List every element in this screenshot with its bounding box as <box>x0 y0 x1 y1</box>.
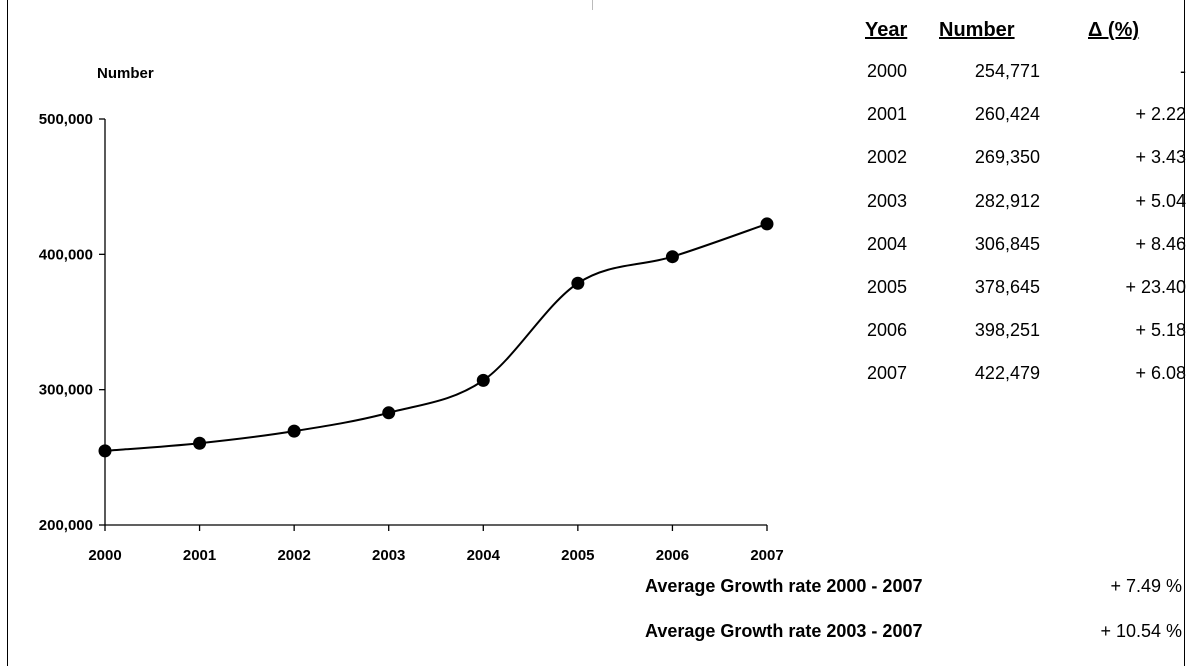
data-point <box>193 436 207 450</box>
table-cell-year: 2002 <box>867 147 908 168</box>
table-cell-delta: + 23.40 <box>1125 277 1186 297</box>
table-cell-delta: + 5.04 <box>1135 190 1186 211</box>
data-point <box>665 250 679 264</box>
frame-right-border <box>1184 0 1185 666</box>
avg-growth-value-1: + 7.49 % <box>1110 576 1182 596</box>
table-cell-delta: + 2.22 <box>1135 104 1186 125</box>
data-point <box>98 444 112 458</box>
data-point <box>382 406 396 420</box>
x-tick-label: 2003 <box>372 547 405 564</box>
data-point <box>571 276 585 290</box>
table-cell-year: 2003 <box>867 190 908 211</box>
header-number: Number <box>939 19 1015 41</box>
table-cell-year: 2006 <box>867 320 908 341</box>
table-cell-year: 2000 <box>867 61 908 81</box>
x-tick-label: 2000 <box>88 547 121 564</box>
frame-left-border <box>7 0 8 666</box>
table-cell-number: 260,424 <box>974 104 1040 125</box>
table-cell-number: 398,251 <box>974 320 1040 341</box>
table-cell-year: 2004 <box>867 233 908 254</box>
table-cell-number: 269,350 <box>974 147 1040 168</box>
header-year: Year <box>865 19 908 41</box>
table-cell-year: 2001 <box>867 104 908 125</box>
table-cell-delta: + 3.43 <box>1135 147 1186 168</box>
y-tick-label: 200,000 <box>39 517 93 534</box>
line-chart: 200,000 300,000 400,000 500,000 2000 2001 2002… <box>39 111 784 564</box>
table-cell-delta: + 8.46 <box>1135 233 1186 254</box>
table-cell-delta: + 5.18 <box>1135 320 1186 341</box>
table-cell-delta: - <box>1180 61 1186 81</box>
table-cell-year: 2007 <box>867 363 908 384</box>
y-tick-label: 500,000 <box>39 111 93 128</box>
x-tick-label: 2006 <box>656 547 689 564</box>
table-cell-number: 422,479 <box>974 363 1040 384</box>
table-cell-number: 254,771 <box>974 61 1040 81</box>
table-cell-number: 306,845 <box>974 233 1040 254</box>
y-axis-title: Number <box>97 65 154 82</box>
avg-growth-value-2: + 10.54 % <box>1100 621 1182 641</box>
x-tick-label: 2007 <box>750 547 783 564</box>
data-point <box>476 373 490 387</box>
top-tick-mark <box>592 0 593 10</box>
table-cell-year: 2005 <box>867 277 908 297</box>
x-tick-label: 2002 <box>277 547 310 564</box>
table-cell-number: 282,912 <box>974 190 1040 211</box>
data-point <box>287 424 301 438</box>
x-tick-label: 2005 <box>561 547 594 564</box>
series-line <box>104 222 768 452</box>
data-point <box>760 217 774 231</box>
y-tick-label: 400,000 <box>39 246 93 263</box>
header-delta: Δ (%) <box>1088 19 1140 41</box>
avg-growth-label-1: Average Growth rate 2000 - 2007 <box>645 576 923 596</box>
table-cell-number: 378,645 <box>974 277 1040 297</box>
x-tick-label: 2004 <box>467 547 501 564</box>
x-tick-label: 2001 <box>183 547 216 564</box>
avg-growth-label-2: Average Growth rate 2003 - 2007 <box>645 621 923 641</box>
table-cell-delta: + 6.08 <box>1135 363 1186 384</box>
y-tick-label: 300,000 <box>39 382 93 399</box>
